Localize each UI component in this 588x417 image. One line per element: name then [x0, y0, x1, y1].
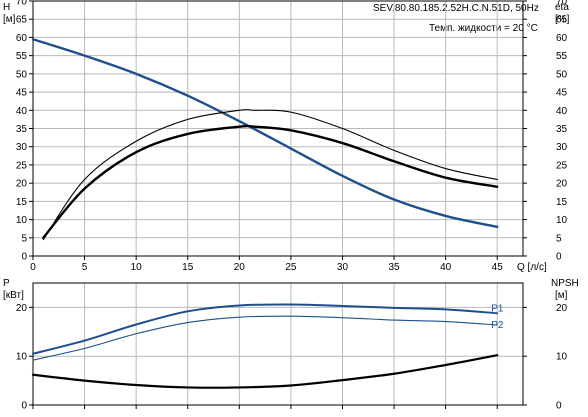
top-left-axis-unit: [м]: [3, 14, 16, 25]
chart-0-left-tick-label-0: 0: [21, 252, 27, 263]
chart-0-left-tick-label-12: 60: [16, 33, 28, 44]
chart-0-right-tick-label-5: 25: [556, 160, 568, 171]
chart-1-right-tick-label-0: 0: [556, 401, 562, 412]
chart-0-right-tick-label-2: 10: [556, 215, 568, 226]
chart-title: SEV.80.80.185.2.52H.C.N.51D, 50Hz: [373, 3, 539, 14]
chart-0-left-tick-label-5: 25: [16, 160, 28, 171]
chart-1-npsh-curve: [31, 354, 499, 389]
chart-0-x-tick-label-8: 40: [440, 262, 452, 273]
chart-0-right-tick-label-4: 20: [556, 179, 568, 190]
chart-1-left-tick-label-1: 10: [16, 352, 28, 363]
chart-0-left-tick-label-8: 40: [16, 106, 28, 117]
bottom-right-axis-unit: [м]: [555, 290, 568, 301]
chart-1-power-p1-curve: [32, 303, 499, 355]
chart-0-left-tick-label-6: 30: [16, 142, 28, 153]
chart-0-right-tick-label-7: 35: [556, 124, 568, 135]
chart-subtitle: Темп. жидкости = 20 °C: [429, 23, 538, 34]
chart-0-right-tick-label-1: 5: [556, 233, 562, 244]
chart-1-frame: [32, 282, 524, 406]
chart-0-right-tick-label-6: 30: [556, 142, 568, 153]
chart-0-x-tick-label-4: 20: [234, 262, 246, 273]
top-right-axis-title: eta: [555, 2, 569, 13]
chart-0-right-tick-label-0: 0: [556, 252, 562, 263]
chart-0-x-tick-label-2: 10: [131, 262, 143, 273]
chart-0-right-tick-label-13: 65: [556, 15, 568, 26]
chart-0-left-tick-label-3: 15: [16, 197, 28, 208]
top-x-axis-label: Q [л/с]: [517, 262, 547, 273]
chart-0-right-tick-label-10: 50: [556, 69, 568, 80]
chart-1-left-tick-label-0: 0: [21, 401, 27, 412]
chart-0-x-tick-label-5: 25: [285, 262, 297, 273]
chart-1-power-p2-curve: [32, 315, 498, 361]
chart-1-right-tick-label-1: 10: [556, 352, 568, 363]
top-left-axis-title: H: [3, 2, 10, 13]
chart-0-right-tick-label-3: 15: [556, 197, 568, 208]
chart-1-right-tick-label-2: 20: [556, 303, 568, 314]
chart-0-efficiency-curve-thin: [42, 108, 498, 241]
chart-0-right-tick-label-11: 55: [556, 51, 568, 62]
chart-0-frame: [32, 0, 524, 257]
chart-1-left-tick-label-2: 20: [16, 303, 28, 314]
bottom-right-axis-title: NPSH: [551, 278, 579, 289]
chart-0-right-tick-label-9: 45: [556, 88, 568, 99]
chart-0-efficiency-curve-thick: [42, 124, 499, 239]
chart-0-x-tick-label-9: 45: [492, 262, 504, 273]
chart-0-left-tick-label-7: 35: [16, 124, 28, 135]
chart-0-x-tick-label-3: 15: [182, 262, 194, 273]
chart-0-x-tick-label-0: 0: [30, 262, 36, 273]
chart-0-right-tick-label-12: 60: [556, 33, 568, 44]
chart-0-left-tick-label-13: 65: [16, 15, 28, 26]
top-right-axis-unit: [%]: [555, 14, 570, 25]
chart-0-right-tick-label-14: 70: [556, 0, 568, 8]
bottom-left-axis-unit: [кВт]: [3, 290, 24, 301]
chart-0-right-tick-label-8: 40: [556, 106, 568, 117]
chart-0-left-tick-label-10: 50: [16, 69, 28, 80]
chart-0-group: 0510152025303540455055606570051015202530…: [16, 0, 568, 273]
chart-0-left-tick-label-1: 5: [21, 233, 27, 244]
bottom-left-axis-title: P: [3, 278, 10, 289]
chart-0-x-tick-label-6: 30: [337, 262, 349, 273]
chart-0-left-tick-label-14: 70: [16, 0, 28, 8]
chart-1-group: 0 10 20 0 10 20 P1 P2: [16, 282, 568, 412]
chart-0-left-tick-label-4: 20: [16, 179, 28, 190]
chart-0-head-curve: [31, 38, 499, 229]
series-label-p1: P1: [491, 303, 504, 314]
chart-0-x-tick-label-7: 35: [388, 262, 400, 273]
chart-0-left-tick-label-9: 45: [16, 88, 28, 99]
series-label-p2: P2: [491, 320, 504, 331]
chart-0-left-tick-label-11: 55: [16, 51, 28, 62]
chart-0-x-tick-label-1: 5: [82, 262, 88, 273]
chart-0-left-tick-label-2: 10: [16, 215, 28, 226]
